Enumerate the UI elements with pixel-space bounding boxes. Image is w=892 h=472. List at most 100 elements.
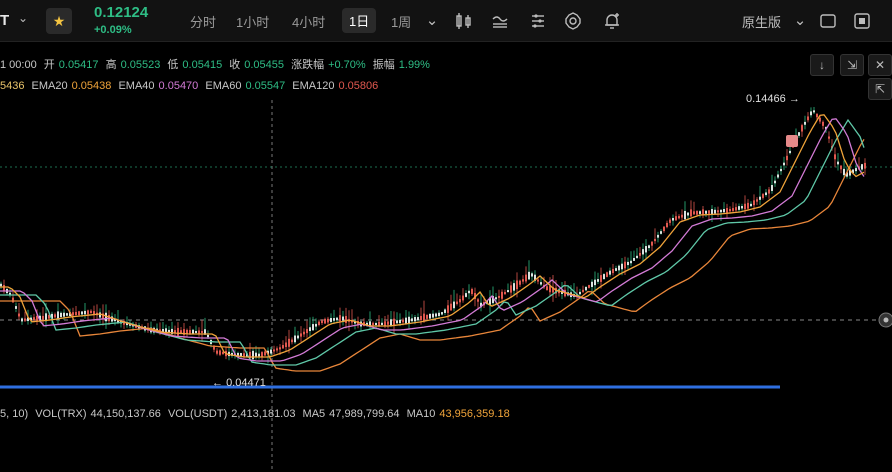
candle-body (666, 222, 668, 228)
candle-body (267, 350, 269, 355)
candle-body (633, 258, 635, 261)
open-label: 开 (43, 59, 55, 71)
candle-body (192, 329, 194, 335)
candle-body (675, 216, 677, 221)
candle-body (855, 168, 857, 172)
tab-1w[interactable]: 1周 (391, 15, 412, 30)
candle-body (696, 210, 698, 215)
favorite-star-icon[interactable]: ★ (46, 8, 72, 34)
candle-body (270, 349, 272, 354)
candle-body (468, 290, 470, 294)
candle-body (681, 214, 683, 218)
fullscreen-icon[interactable] (852, 11, 872, 31)
candle-body (447, 305, 449, 313)
candle-body (492, 296, 494, 304)
volume-params: 5, 10) (0, 408, 29, 420)
candle-body (174, 330, 176, 334)
candle-body (417, 317, 419, 321)
version-chevron-down-icon[interactable]: ⌄ (793, 12, 807, 29)
candle-body (477, 299, 479, 302)
tab-1d[interactable]: 1日 (342, 8, 377, 33)
candle-body (87, 310, 89, 315)
candle-body (546, 286, 548, 291)
candle-body (48, 315, 50, 319)
candle-body (201, 330, 203, 334)
candle-body (15, 306, 17, 309)
candle-type-icon[interactable] (454, 11, 474, 31)
candle-body (579, 291, 581, 295)
candle-body (75, 311, 77, 316)
candle-body (672, 218, 674, 221)
vol-trx-label: VOL(TRX) (35, 408, 87, 420)
candle-body (699, 211, 701, 214)
candle-body (636, 255, 638, 259)
window-mode-icon[interactable] (818, 11, 838, 31)
candle-body (396, 320, 398, 324)
candle-body (762, 194, 764, 198)
candle-body (603, 274, 605, 280)
alert-bell-icon[interactable] (602, 11, 622, 31)
low-value: 0.05415 (182, 59, 223, 71)
candle-body (177, 327, 179, 336)
candle-body (219, 350, 221, 355)
candle-body (480, 302, 482, 308)
indicators-icon[interactable] (490, 11, 510, 31)
candle-body (864, 162, 866, 169)
tab-timeline[interactable]: 分时 (190, 15, 217, 30)
drawing-list-icon[interactable] (528, 11, 548, 31)
tab-1h[interactable]: 1小时 (236, 15, 270, 30)
tab-4h[interactable]: 4小时 (292, 15, 326, 30)
collapse-icon[interactable]: ⇲ (840, 54, 864, 76)
candle-body (738, 206, 740, 210)
symbol-chevron-down-icon[interactable]: ⌄ (18, 11, 29, 25)
candle-body (3, 285, 5, 291)
scroll-down-arrow-icon[interactable]: ↓ (810, 54, 834, 76)
candle-body (372, 322, 374, 326)
candle-body (531, 273, 533, 277)
candle-body (78, 311, 80, 316)
candle-body (588, 285, 590, 288)
candle-body (438, 312, 440, 317)
candle-body (600, 275, 602, 282)
candle-body (828, 136, 830, 139)
candle-body (825, 126, 827, 130)
low-label: 低 (167, 59, 179, 71)
candle-body (378, 321, 380, 327)
candle-body (297, 335, 299, 339)
amplitude-label: 振幅 (372, 59, 395, 71)
candle-body (45, 313, 47, 322)
candle-body (249, 351, 251, 359)
vol-usdt-value: 2,413,181.03 (231, 408, 296, 420)
ema120-label: EMA120 (292, 80, 335, 92)
symbol-name[interactable]: T (0, 12, 10, 29)
candle-body (846, 172, 848, 177)
candle-body (9, 292, 11, 296)
candle-body (852, 169, 854, 174)
candle-body (84, 310, 86, 315)
candle-body (312, 324, 314, 331)
candle-body (717, 210, 719, 213)
candle-body (609, 270, 611, 275)
candle-body (726, 208, 728, 213)
ma10-label: MA10 (406, 408, 436, 420)
candle-body (66, 313, 68, 316)
candle-body (375, 322, 377, 326)
event-marker-icon[interactable] (786, 135, 798, 147)
candle-body (399, 319, 401, 324)
candle-body (819, 117, 821, 122)
more-timeframes-chevron-down-icon[interactable]: ⌄ (425, 12, 439, 29)
candle-body (834, 154, 836, 160)
candle-body (837, 161, 839, 165)
candle-body (303, 331, 305, 335)
candle-body (606, 272, 608, 277)
ema120-line (0, 138, 865, 372)
candle-body (453, 301, 455, 309)
candle-body (345, 316, 347, 323)
version-selector[interactable]: 原生版 (742, 15, 782, 30)
price-scale-target-dot (883, 317, 889, 323)
candle-body (213, 346, 215, 350)
candle-body (657, 234, 659, 238)
settings-gear-icon[interactable] (563, 11, 583, 31)
candle-body (705, 210, 707, 214)
